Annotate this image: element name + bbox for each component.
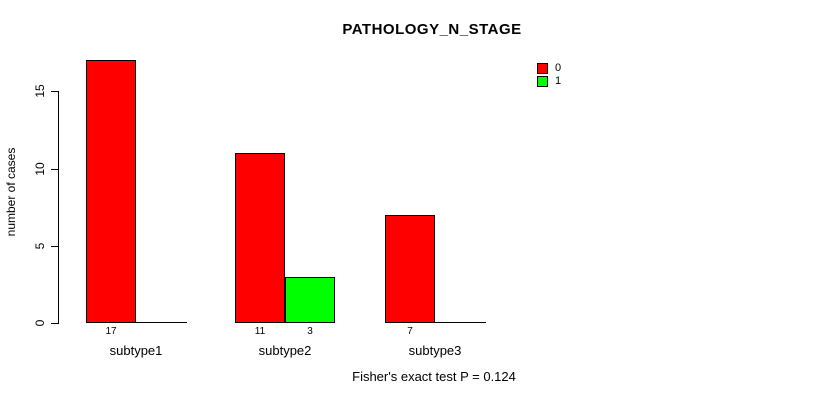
x-category-label: subtype2 bbox=[258, 343, 312, 358]
legend-label: 1 bbox=[555, 75, 562, 87]
zero-height-bar-subtype3-series-1 bbox=[435, 322, 486, 323]
bar-subtype3-series-0 bbox=[385, 214, 435, 323]
y-tick-mark bbox=[51, 91, 58, 93]
y-tick-label: 0 bbox=[33, 319, 47, 327]
bar-subtype2-series-0 bbox=[235, 153, 285, 323]
bar-value-label: 7 bbox=[407, 326, 413, 337]
y-axis-line bbox=[58, 91, 59, 324]
y-tick-label: 15 bbox=[33, 84, 47, 98]
y-axis-label: number of cases bbox=[4, 147, 18, 237]
legend-swatch-1 bbox=[537, 76, 548, 87]
bar-value-label: 3 bbox=[307, 326, 313, 337]
x-category-label: subtype1 bbox=[109, 343, 163, 358]
legend-row: 1 bbox=[537, 75, 561, 88]
y-tick-mark bbox=[51, 245, 58, 247]
y-tick-label: 5 bbox=[33, 242, 47, 250]
bar-value-label: 11 bbox=[254, 326, 266, 337]
y-tick-mark bbox=[51, 323, 58, 324]
y-tick-label: 10 bbox=[33, 161, 47, 176]
bar-value-label: 17 bbox=[105, 326, 117, 337]
legend-row: 0 bbox=[537, 62, 561, 75]
bar-subtype1-series-0 bbox=[86, 60, 136, 323]
chart-title: PATHOLOGY_N_STAGE bbox=[342, 21, 522, 38]
legend-label: 0 bbox=[555, 62, 562, 74]
footnote-text: Fisher's exact test P = 0.124 bbox=[352, 369, 516, 384]
legend-swatch-0 bbox=[537, 63, 548, 74]
x-category-label: subtype3 bbox=[408, 343, 462, 358]
y-tick-mark bbox=[51, 168, 58, 170]
bar-subtype2-series-1 bbox=[285, 276, 335, 323]
zero-height-bar-subtype1-series-1 bbox=[136, 322, 187, 323]
